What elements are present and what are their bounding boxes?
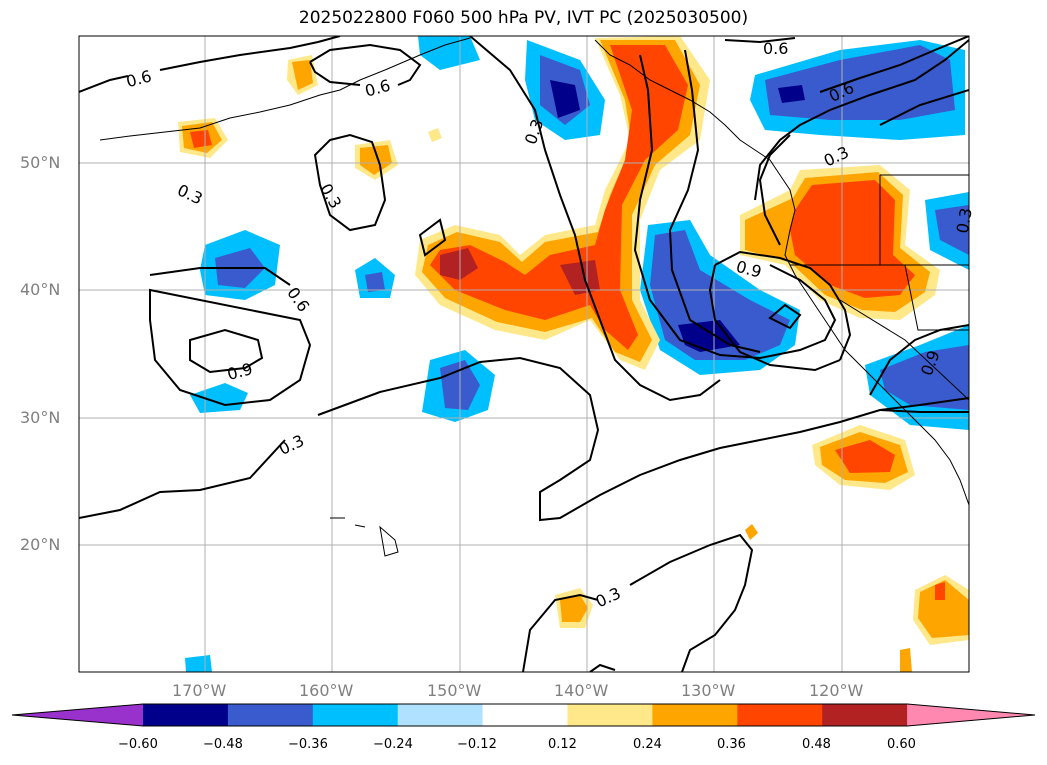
colorbar-extend-min xyxy=(12,704,143,726)
contour-label: 0.6 xyxy=(124,66,154,91)
pv-negative-region xyxy=(418,36,480,70)
pv-positive-region xyxy=(428,128,442,142)
colorbar-segment xyxy=(227,704,314,726)
pv-positive-region xyxy=(430,45,688,350)
pv-positive-region xyxy=(440,248,478,280)
pv-negative-region xyxy=(190,383,248,413)
ivt-contour-layer xyxy=(79,36,969,672)
colorbar-outline xyxy=(11,703,1036,727)
contour-label: 0.3 xyxy=(821,143,852,171)
colorbar-segment xyxy=(143,704,229,726)
colorbar-tick-label: 0.60 xyxy=(887,737,916,752)
lon-label: 150°W xyxy=(427,681,482,700)
coastline-layer xyxy=(99,37,969,557)
pv-negative-region xyxy=(778,85,805,103)
pv-negative-region xyxy=(880,345,969,410)
lat-label: 20°N xyxy=(20,535,61,554)
colorbar-tick-label: −0.48 xyxy=(203,737,243,752)
colorbar-tick-label: −0.60 xyxy=(118,737,158,752)
colorbar-segment xyxy=(737,704,823,726)
pv-positive-region xyxy=(918,580,969,638)
contour-label: 0.9 xyxy=(225,359,255,384)
colorbar-extend-max xyxy=(907,704,1035,726)
pv-positive-region xyxy=(560,260,600,295)
pv-positive-region xyxy=(190,130,212,148)
pv-positive-region xyxy=(360,145,392,175)
lon-label: 160°W xyxy=(299,681,354,700)
colorbar-tick-label: 0.48 xyxy=(802,737,831,752)
contour-label: 0.3 xyxy=(593,583,624,611)
contour-label: 0.3 xyxy=(953,206,976,234)
lat-label: 50°N xyxy=(20,153,61,172)
pv-negative-region xyxy=(935,205,969,255)
contour-label: 0.3 xyxy=(174,180,205,208)
pv-positive-region xyxy=(835,440,895,473)
colorbar-segment xyxy=(397,704,484,726)
contour-label: 0.6 xyxy=(283,284,313,316)
colorbar-tick-label: 0.36 xyxy=(717,737,746,752)
colorbar-segment xyxy=(312,704,399,726)
colorbar-segment xyxy=(822,704,908,726)
lon-label: 140°W xyxy=(554,681,609,700)
pv-positive-region xyxy=(560,595,588,622)
colorbar-tick-label: 0.12 xyxy=(548,737,577,752)
contour-label: 0.6 xyxy=(363,76,393,101)
lon-label: 130°W xyxy=(681,681,736,700)
pv-negative-region xyxy=(765,45,955,120)
colorbar xyxy=(11,703,1036,727)
pv-negative-region xyxy=(185,655,212,672)
contour-label: 0.6 xyxy=(763,39,788,58)
pv-positive-region xyxy=(790,180,915,298)
pv-fill-layer xyxy=(178,36,969,672)
colorbar-tick-label: 0.24 xyxy=(633,737,662,752)
map-title: 2025022800 F060 500 hPa PV, IVT PC (2025… xyxy=(298,8,749,28)
colorbar-tick-label: −0.12 xyxy=(457,737,497,752)
graticule xyxy=(79,36,969,672)
pv-positive-region xyxy=(900,648,912,672)
lat-label: 40°N xyxy=(20,280,61,299)
colorbar-segment xyxy=(567,704,653,726)
plot-frame xyxy=(78,35,970,673)
pv-positive-region xyxy=(292,60,313,90)
lat-label: 30°N xyxy=(20,408,61,427)
pv-negative-region xyxy=(550,80,580,118)
pv-negative-region xyxy=(365,272,385,292)
colorbar-segment xyxy=(482,704,568,726)
lon-label: 170°W xyxy=(172,681,227,700)
colorbar-tick-label: −0.24 xyxy=(373,737,413,752)
colorbar-tick-label: −0.36 xyxy=(288,737,328,752)
lon-label: 120°W xyxy=(809,681,864,700)
colorbar-segment xyxy=(652,704,738,726)
pv-positive-region xyxy=(745,524,758,540)
pv-positive-region xyxy=(935,582,945,600)
contour-label: 0.3 xyxy=(276,431,307,459)
